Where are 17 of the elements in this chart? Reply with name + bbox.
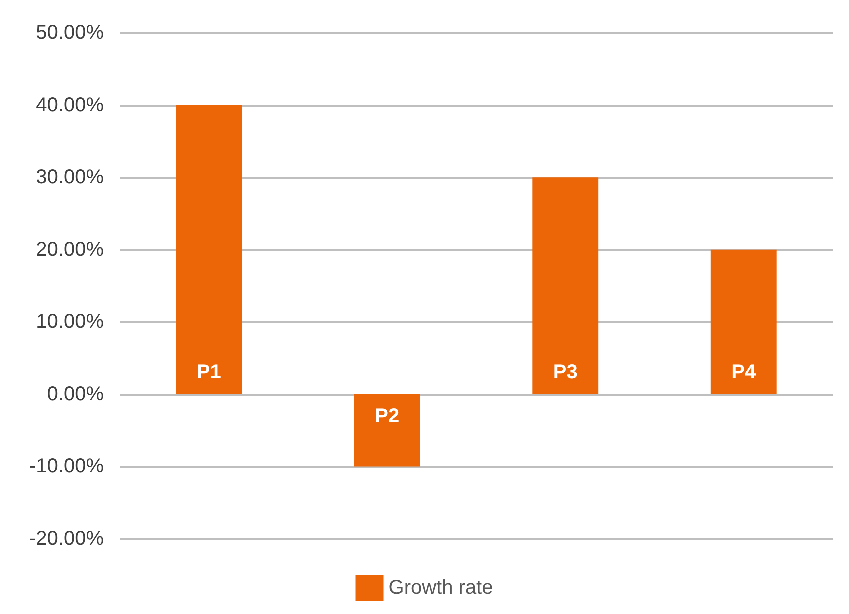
y-tick-label: 30.00% xyxy=(36,166,104,189)
y-tick-label: 20.00% xyxy=(36,238,104,261)
bar xyxy=(354,394,420,467)
y-tick-label: 40.00% xyxy=(36,94,104,116)
y-tick-label: 0.00% xyxy=(47,383,104,406)
bar xyxy=(710,250,777,394)
y-tick-label: -10.00% xyxy=(30,456,104,478)
bar xyxy=(532,178,599,394)
bar xyxy=(176,105,242,394)
x-tick-label: P3 xyxy=(553,361,578,384)
x-tick-label: P2 xyxy=(375,405,400,428)
legend-label: Growth rate xyxy=(388,577,494,599)
y-tick-label: 50.00% xyxy=(36,22,104,44)
y-tick-label: -20.00% xyxy=(30,528,104,550)
x-tick-label: P1 xyxy=(196,361,222,384)
y-tick-label: 10.00% xyxy=(36,311,104,334)
x-tick-label: P4 xyxy=(732,361,757,384)
